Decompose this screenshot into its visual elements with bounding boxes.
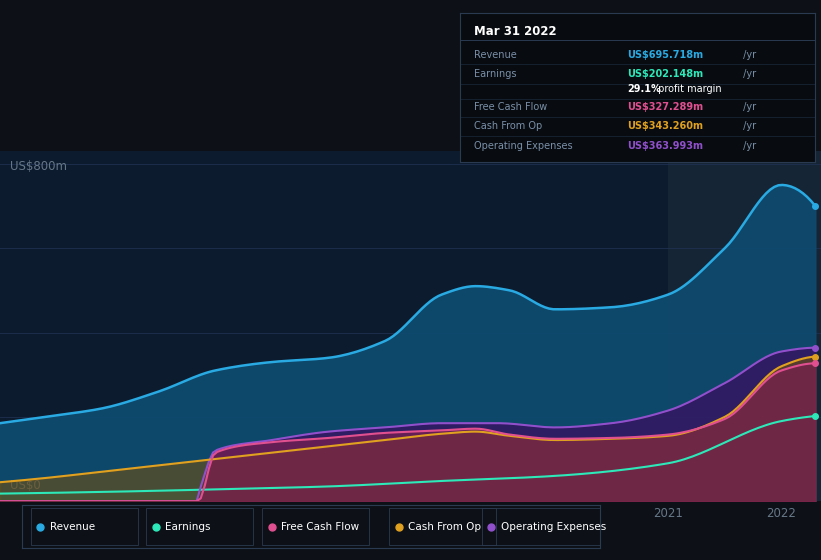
Text: US$327.289m: US$327.289m	[627, 102, 703, 112]
Text: profit margin: profit margin	[655, 84, 722, 94]
Text: Revenue: Revenue	[475, 50, 517, 60]
Text: Free Cash Flow: Free Cash Flow	[475, 102, 548, 112]
Text: US$202.148m: US$202.148m	[627, 69, 703, 79]
Text: Operating Expenses: Operating Expenses	[501, 521, 606, 531]
Text: US$343.260m: US$343.260m	[627, 122, 703, 131]
Text: Cash From Op: Cash From Op	[408, 521, 481, 531]
Text: /yr: /yr	[741, 122, 757, 131]
Text: Earnings: Earnings	[475, 69, 516, 79]
Text: /yr: /yr	[741, 141, 757, 151]
Text: US$695.718m: US$695.718m	[627, 50, 703, 60]
Text: Revenue: Revenue	[50, 521, 95, 531]
Text: 29.1%: 29.1%	[627, 84, 661, 94]
Text: US$800m: US$800m	[10, 160, 67, 173]
Text: Mar 31 2022: Mar 31 2022	[475, 25, 557, 38]
Text: /yr: /yr	[741, 50, 757, 60]
Text: /yr: /yr	[741, 102, 757, 112]
Text: Cash From Op: Cash From Op	[475, 122, 543, 131]
Text: Operating Expenses: Operating Expenses	[475, 141, 573, 151]
Bar	[668, 151, 821, 501]
Text: US$363.993m: US$363.993m	[627, 141, 703, 151]
Text: US$0: US$0	[10, 479, 40, 492]
Text: Earnings: Earnings	[165, 521, 211, 531]
Text: /yr: /yr	[741, 69, 757, 79]
Text: Free Cash Flow: Free Cash Flow	[281, 521, 359, 531]
